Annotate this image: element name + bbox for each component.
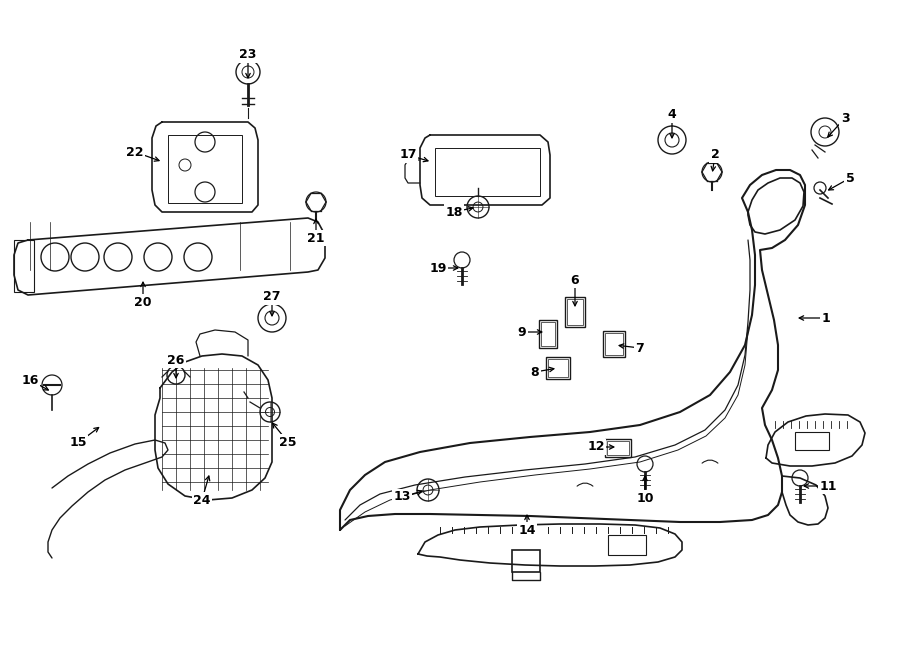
- Text: 25: 25: [279, 436, 297, 448]
- Bar: [607, 441, 629, 455]
- Text: 17: 17: [400, 148, 417, 162]
- Text: 14: 14: [518, 524, 536, 536]
- Text: 26: 26: [167, 354, 184, 367]
- Bar: [795, 432, 829, 450]
- Text: 1: 1: [822, 312, 831, 324]
- Text: 11: 11: [819, 479, 837, 493]
- Text: 22: 22: [126, 146, 144, 158]
- Text: 12: 12: [587, 440, 605, 453]
- Text: 4: 4: [668, 109, 677, 122]
- Bar: [603, 331, 625, 357]
- Bar: [541, 322, 555, 346]
- Bar: [168, 135, 242, 203]
- Text: 2: 2: [711, 148, 719, 162]
- Bar: [512, 550, 540, 572]
- Text: 5: 5: [846, 171, 854, 185]
- Bar: [435, 148, 540, 196]
- Bar: [608, 535, 646, 555]
- Text: 15: 15: [69, 436, 86, 449]
- Bar: [539, 320, 557, 348]
- Text: 9: 9: [518, 326, 526, 338]
- Bar: [14, 240, 34, 292]
- Text: 23: 23: [239, 48, 256, 62]
- Bar: [567, 299, 583, 325]
- Text: 18: 18: [446, 205, 463, 218]
- Bar: [548, 359, 568, 377]
- Bar: [605, 333, 623, 355]
- Text: 24: 24: [194, 493, 211, 506]
- Text: 27: 27: [263, 291, 281, 303]
- Text: 16: 16: [22, 373, 39, 387]
- Bar: [565, 297, 585, 327]
- Text: 3: 3: [841, 111, 850, 124]
- Text: 19: 19: [429, 261, 446, 275]
- Text: 6: 6: [571, 273, 580, 287]
- Text: 20: 20: [134, 295, 152, 308]
- Text: 13: 13: [393, 491, 410, 504]
- Text: 10: 10: [636, 491, 653, 504]
- Text: 8: 8: [531, 365, 539, 379]
- Bar: [605, 439, 631, 457]
- Text: 7: 7: [635, 342, 644, 354]
- Text: 21: 21: [307, 232, 325, 244]
- Bar: [546, 357, 570, 379]
